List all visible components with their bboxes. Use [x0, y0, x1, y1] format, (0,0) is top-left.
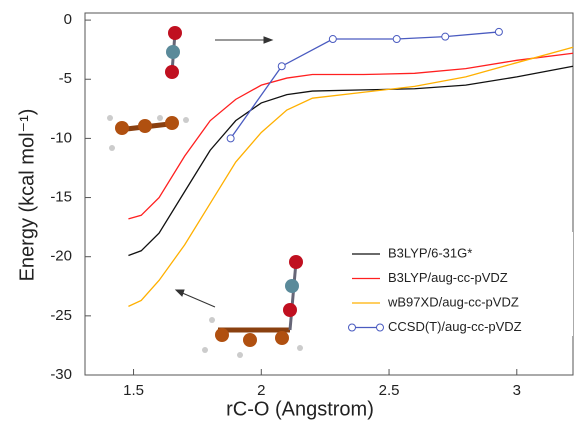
x-tick-label: 3	[513, 382, 521, 399]
legend-label: B3LYP/aug-cc-pVDZ	[388, 270, 508, 285]
point	[277, 62, 286, 71]
x-tick-label: 2	[257, 382, 265, 399]
x-tick-label: 1.5	[123, 382, 144, 399]
y-axis-label: Energy (kcal mol⁻¹)	[16, 109, 38, 282]
y-tick-label: -25	[50, 307, 72, 324]
x-axis-label: rC-O (Angstrom)	[226, 398, 374, 420]
legend-label: CCSD(T)/aug-cc-pVDZ	[388, 319, 522, 334]
legend-marker	[376, 323, 384, 332]
legend-marker	[348, 323, 356, 332]
series-line	[128, 52, 574, 220]
plot-frame	[84, 12, 574, 376]
legend-label: wB97XD/aug-cc-pVDZ	[387, 294, 519, 309]
molecule-top	[107, 26, 189, 151]
legend: B3LYP/6-31G* B3LYP/aug-cc-pVDZ wB97XD/aug-…	[348, 245, 522, 334]
legend-label: B3LYP/6-31G*	[388, 245, 472, 260]
y-tick-label: -10	[50, 129, 72, 146]
legend-box	[345, 232, 573, 336]
y-tick-label: 0	[64, 11, 72, 28]
arrows	[174, 36, 274, 308]
y-tick-label: -5	[59, 70, 72, 87]
series-line	[128, 65, 574, 257]
point	[328, 35, 337, 44]
y-tick-label: -20	[50, 248, 72, 265]
series-line	[128, 46, 574, 307]
point	[494, 27, 503, 36]
point	[226, 134, 235, 143]
point	[441, 32, 450, 41]
molecule-bottom	[202, 255, 303, 358]
y-tick-label: -30	[50, 366, 72, 383]
y-tick-label: -15	[50, 189, 72, 206]
point	[392, 35, 401, 44]
series-line	[230, 31, 499, 139]
x-tick-label: 2.5	[379, 382, 400, 399]
